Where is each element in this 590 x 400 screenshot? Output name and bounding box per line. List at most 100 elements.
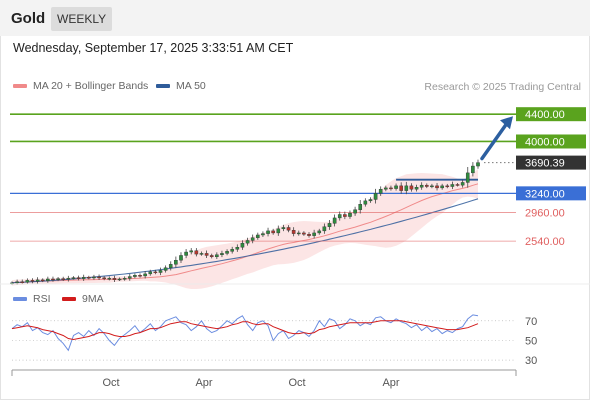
level-label-2: 3690.39 xyxy=(525,158,565,170)
rsi-tick-2: 30 xyxy=(525,355,537,367)
candle-body-20 xyxy=(112,278,117,280)
candle-body-62 xyxy=(327,223,332,227)
candle-body-56 xyxy=(296,232,301,235)
candle-body-4 xyxy=(30,280,35,282)
rsi-swatch-icon xyxy=(13,297,27,301)
x-tick-label-3: Apr xyxy=(382,377,399,389)
candle-body-15 xyxy=(87,277,91,279)
candle-body-67 xyxy=(353,209,357,214)
candle-body-65 xyxy=(343,214,347,217)
candle-body-53 xyxy=(281,227,286,230)
candle-body-64 xyxy=(337,214,342,219)
level-label-box-0 xyxy=(516,107,586,122)
rsi-tick-0: 70 xyxy=(525,316,537,328)
candle-body-1 xyxy=(15,281,19,284)
candle-body-25 xyxy=(138,275,142,277)
candle-body-72 xyxy=(378,189,383,194)
candle-body-5 xyxy=(35,279,40,282)
candle-body-77 xyxy=(404,185,409,191)
candle-body-31 xyxy=(168,264,173,268)
candle-body-39 xyxy=(209,255,214,258)
candle-body-86 xyxy=(450,184,455,187)
candle-body-32 xyxy=(174,260,178,265)
candle-body-46 xyxy=(245,240,250,244)
candle-body-83 xyxy=(435,185,439,189)
candle-body-87 xyxy=(455,184,460,186)
legend-ma50: MA 50 xyxy=(156,80,206,92)
candles xyxy=(10,159,480,285)
candle-body-78 xyxy=(409,185,414,190)
legend-ma50-label: MA 50 xyxy=(176,80,206,92)
candle-body-14 xyxy=(81,277,86,279)
candle-body-45 xyxy=(240,242,245,248)
candle-body-41 xyxy=(220,253,224,255)
candle-body-22 xyxy=(122,278,127,280)
candle-body-8 xyxy=(51,278,55,281)
candle-body-23 xyxy=(127,276,132,279)
legend-rsi-ma: 9MA xyxy=(62,293,104,305)
candle-body-29 xyxy=(158,270,163,273)
bollinger-band xyxy=(12,169,478,289)
candle-body-33 xyxy=(179,255,183,261)
candle-body-18 xyxy=(102,277,106,280)
rsi-line xyxy=(11,314,479,352)
rsi-ma-line xyxy=(11,320,479,341)
projection-arrow-head xyxy=(500,116,513,130)
instrument-title: Gold xyxy=(11,10,46,27)
candle-body-28 xyxy=(153,271,158,274)
candle-body-68 xyxy=(358,204,363,210)
candle-body-60 xyxy=(317,230,322,234)
candle-body-84 xyxy=(440,185,444,189)
candle-body-13 xyxy=(76,277,81,279)
candle-body-75 xyxy=(394,185,398,189)
candle-body-76 xyxy=(399,185,403,191)
candle-body-26 xyxy=(143,273,147,277)
candle-body-2 xyxy=(20,281,25,283)
rsi-tick-1: 50 xyxy=(525,335,537,347)
candle-body-48 xyxy=(256,234,260,238)
rsi-ma-swatch-icon xyxy=(62,297,76,301)
legend-bollinger: MA 20 + Bollinger Bands xyxy=(13,80,148,92)
bollinger-swatch-icon xyxy=(13,84,27,88)
candle-body-88 xyxy=(460,182,465,186)
candle-body-71 xyxy=(373,193,378,200)
candle-body-9 xyxy=(56,278,60,280)
candle-body-10 xyxy=(61,278,66,280)
candle-body-70 xyxy=(368,199,373,202)
credit-text: Research © 2025 Trading Central xyxy=(424,81,581,93)
candle-body-61 xyxy=(322,226,327,232)
tab-weekly[interactable]: WEEKLY xyxy=(51,7,113,31)
candle-body-11 xyxy=(66,278,71,280)
candle-body-30 xyxy=(163,267,168,271)
candle-body-69 xyxy=(363,200,368,205)
level-label-0: 4400.00 xyxy=(525,109,565,121)
level-label-1: 4000.00 xyxy=(525,136,565,148)
candle-body-90 xyxy=(471,165,475,174)
level-label-box-2 xyxy=(516,155,586,170)
candle-body-52 xyxy=(276,228,281,234)
legend-rsi-label: RSI xyxy=(33,293,51,305)
legend-bollinger-label: MA 20 + Bollinger Bands xyxy=(33,80,149,92)
candle-body-63 xyxy=(332,217,337,224)
projection-arrow-shaft xyxy=(480,121,509,161)
candle-body-58 xyxy=(307,234,311,236)
x-tick-label-1: Apr xyxy=(195,377,212,389)
candle-body-17 xyxy=(97,276,101,279)
candle-body-43 xyxy=(230,249,234,252)
candle-body-3 xyxy=(25,280,30,283)
legend-rsi-ma-label: 9MA xyxy=(82,293,104,305)
candle-body-57 xyxy=(302,232,306,235)
candle-body-81 xyxy=(424,184,429,187)
candle-body-73 xyxy=(384,187,388,190)
candle-body-54 xyxy=(286,227,291,231)
candle-body-40 xyxy=(215,254,219,258)
candle-body-37 xyxy=(199,253,204,255)
candle-body-44 xyxy=(235,247,240,250)
ma50-swatch-icon xyxy=(156,84,170,88)
level-label-box-3 xyxy=(516,186,586,201)
candle-body-89 xyxy=(465,172,470,183)
candle-body-12 xyxy=(71,277,76,279)
candle-body-6 xyxy=(40,279,45,282)
candle-body-21 xyxy=(117,278,122,281)
